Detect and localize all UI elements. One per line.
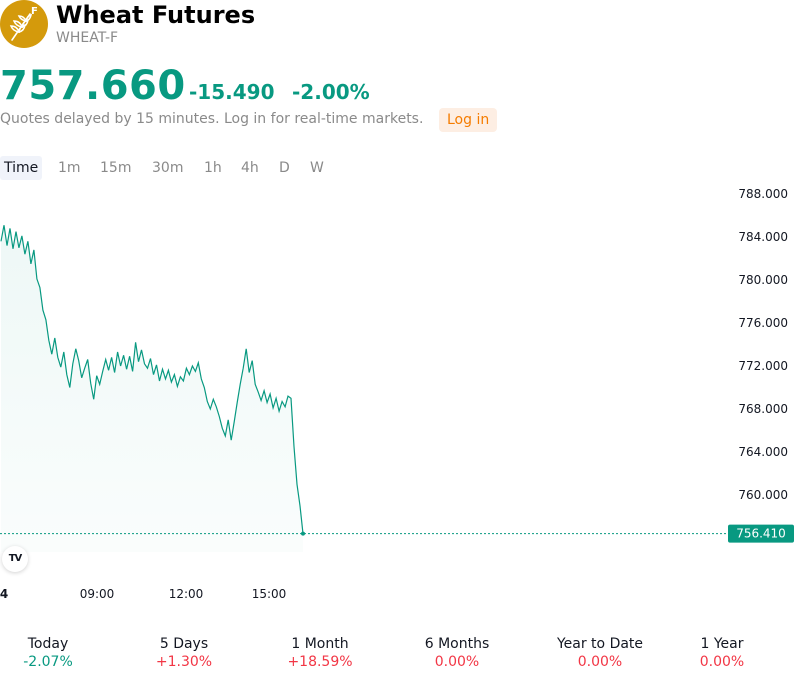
price-change-percent: -2.00% [292, 80, 370, 104]
x-tick-label: 15:00 [252, 587, 287, 601]
perf-1-month[interactable]: 1 Month +18.59% [250, 635, 390, 671]
tab-time[interactable]: Time [0, 156, 43, 180]
y-axis: 788.000 784.000 780.000 776.000 772.000 768.0… [738, 187, 788, 502]
symbol-header: F Wheat Futures WHEAT-F [0, 0, 800, 50]
tab-1m[interactable]: 1m [58, 160, 81, 176]
tradingview-logo-icon[interactable]: TV [2, 546, 28, 572]
perf-1-year[interactable]: 1 Year 0.00% [652, 635, 792, 671]
tab-4h[interactable]: 4h [241, 160, 259, 176]
x-tick-label: 4 [0, 587, 8, 601]
perf-value: -2.07% [23, 654, 73, 670]
logo-letter: F [31, 6, 38, 17]
perf-value: 0.00% [577, 654, 623, 670]
tab-1h[interactable]: 1h [204, 160, 222, 176]
delay-notice: Quotes delayed by 15 minutes. Log in for… [0, 111, 424, 127]
tab-d[interactable]: D [279, 160, 290, 176]
price-chart[interactable]: 788.000 784.000 780.000 776.000 772.000 768.0… [0, 180, 800, 610]
perf-label: Year to Date [556, 636, 644, 652]
y-tick-label: 788.000 [738, 187, 788, 201]
perf-label: 1 Year [700, 636, 744, 652]
y-tick-label: 772.000 [738, 359, 788, 373]
price-area [1, 225, 303, 552]
y-tick-label: 780.000 [738, 273, 788, 287]
login-button[interactable]: Log in [439, 108, 498, 132]
x-axis: 4 09:00 12:00 15:00 [0, 587, 286, 601]
wheat-logo-icon: F [0, 0, 48, 48]
last-price: 757.660 [0, 63, 186, 109]
perf-label: 5 Days [159, 636, 209, 652]
perf-label: Today [27, 636, 69, 652]
last-price-tag-label: 756.410 [736, 527, 786, 541]
perf-5-days[interactable]: 5 Days +1.30% [114, 635, 254, 671]
perf-today[interactable]: Today -2.07% [0, 635, 118, 671]
symbol-code: WHEAT-F [56, 30, 119, 46]
y-tick-label: 768.000 [738, 402, 788, 416]
last-price-tag [728, 524, 794, 543]
last-price-dot [301, 531, 305, 536]
perf-value: +18.59% [287, 654, 353, 670]
x-tick-label: 12:00 [169, 587, 204, 601]
page-title: Wheat Futures [56, 1, 256, 29]
perf-6-months[interactable]: 6 Months 0.00% [387, 635, 527, 671]
price-line [0, 225, 304, 534]
perf-label: 1 Month [291, 636, 349, 652]
y-tick-label: 776.000 [738, 316, 788, 330]
perf-value: 0.00% [699, 654, 745, 670]
x-tick-label: 09:00 [80, 587, 115, 601]
perf-value: +1.30% [155, 654, 213, 670]
tab-30m[interactable]: 30m [152, 160, 184, 176]
price-change: -15.490 [189, 80, 275, 104]
perf-year-to-date[interactable]: Year to Date 0.00% [530, 635, 670, 671]
perf-value: 0.00% [434, 654, 480, 670]
tab-w[interactable]: W [310, 160, 324, 176]
tab-15m[interactable]: 15m [100, 160, 132, 176]
y-tick-label: 784.000 [738, 230, 788, 244]
perf-label: 6 Months [424, 636, 490, 652]
y-tick-label: 760.000 [738, 488, 788, 502]
y-tick-label: 764.000 [738, 445, 788, 459]
